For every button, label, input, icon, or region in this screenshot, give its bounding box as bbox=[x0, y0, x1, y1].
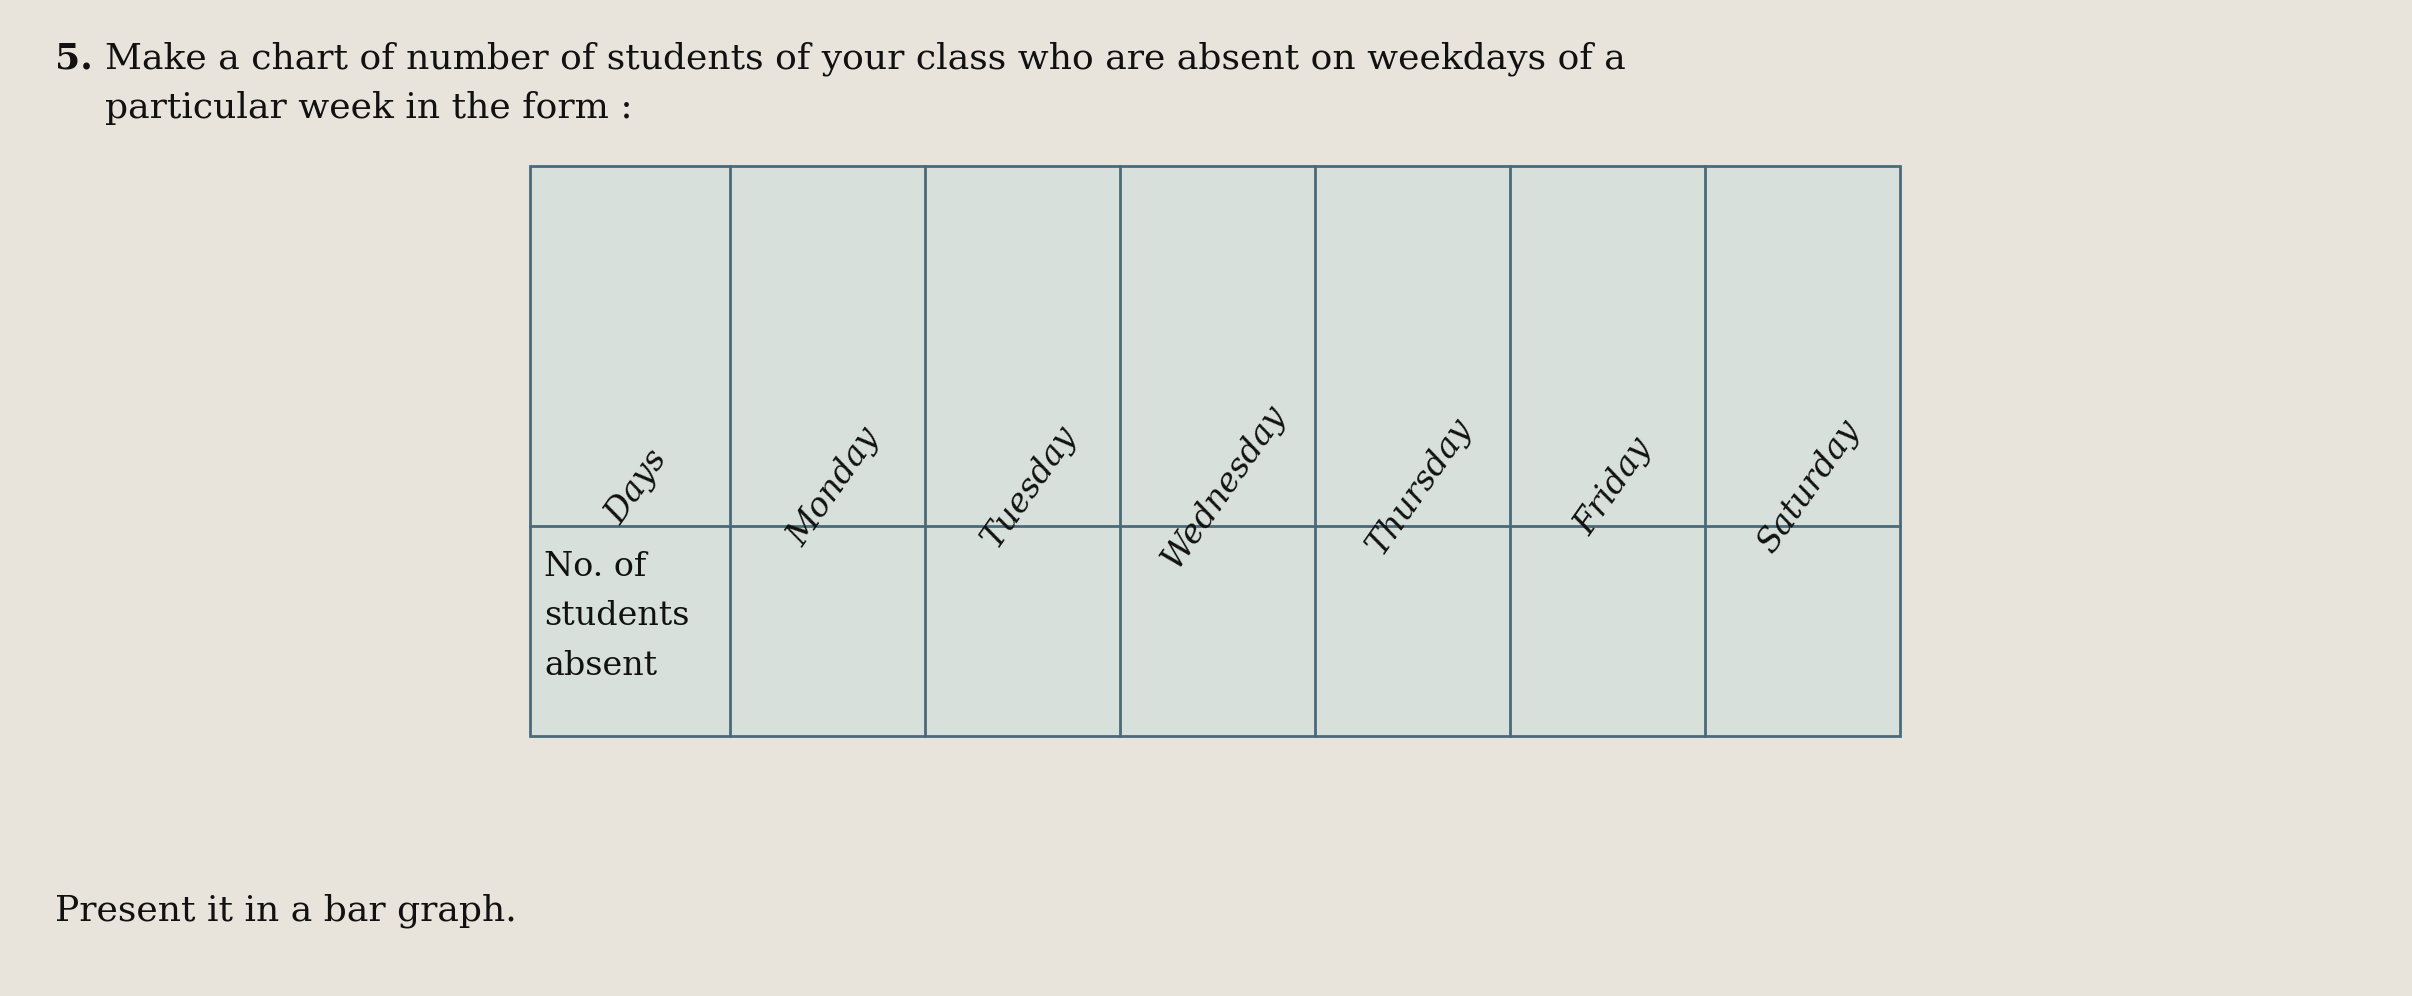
Text: particular week in the form :: particular week in the form : bbox=[106, 91, 632, 125]
Text: Monday: Monday bbox=[781, 422, 888, 552]
Bar bbox=[531, 166, 1901, 736]
Text: Tuesday: Tuesday bbox=[977, 420, 1083, 554]
Bar bbox=[531, 166, 1901, 736]
Text: Saturday: Saturday bbox=[1751, 414, 1867, 559]
Text: 5.: 5. bbox=[55, 41, 92, 75]
Text: Wednesday: Wednesday bbox=[1155, 399, 1293, 575]
Text: Days: Days bbox=[601, 444, 673, 530]
Text: Thursday: Thursday bbox=[1360, 412, 1479, 561]
Text: Present it in a bar graph.: Present it in a bar graph. bbox=[55, 893, 516, 928]
Text: No. of
students
absent: No. of students absent bbox=[545, 551, 690, 681]
Text: Friday: Friday bbox=[1570, 432, 1659, 541]
Text: Make a chart of number of students of your class who are absent on weekdays of a: Make a chart of number of students of yo… bbox=[106, 41, 1626, 76]
